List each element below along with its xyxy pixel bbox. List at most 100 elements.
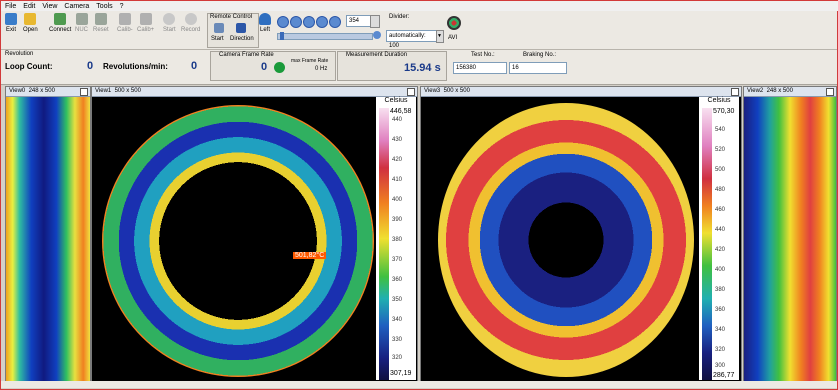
camera-connect-icon [54,13,67,25]
divider-select[interactable]: automatically: 100 [386,30,438,49]
divider-title: Divider: [389,14,410,20]
menu-edit[interactable]: Edit [23,2,36,10]
direction-button[interactable]: Direction [230,36,254,42]
scale1-tick: 440 [392,117,403,123]
frame-number-input[interactable]: 354 [346,15,372,27]
scale3-tick: 340 [715,327,726,333]
frame-spinner[interactable] [370,15,380,28]
next-frame-icon[interactable] [316,16,328,28]
view0-header: View0 248 x 500 [6,87,90,97]
record-button[interactable]: Record [181,13,200,33]
braking-no-input[interactable]: 16 [509,62,567,74]
remote-start-icon [214,23,224,33]
menu-tools[interactable]: Tools [96,2,113,10]
view2-size: 248 x 500 [766,88,793,94]
scale1-tick: 380 [392,237,403,243]
calib-minus-button[interactable]: Calib- [117,13,133,33]
slider-end-icon[interactable] [373,31,381,39]
connect-button[interactable]: Connect [49,13,71,33]
scale1-tick: 350 [392,297,403,303]
scale1-gradient [379,108,389,380]
menu-help[interactable]: ? [119,2,124,10]
scale1-tick: 340 [392,317,403,323]
hotspot-temperature-label: 501,82°C [293,252,327,259]
toolbar: Exit Open Connect NUC Reset Calib- Calib… [1,11,837,50]
play-icon[interactable] [303,16,315,28]
view1-color-scale: Celsius 446,58 440 430 420 410 400 390 3… [376,97,416,380]
menu-camera[interactable]: Camera [64,2,90,10]
last-frame-icon[interactable] [329,16,341,28]
exit-label: Exit [5,27,16,33]
loop-count-value: 0 [87,60,94,72]
maximize-icon[interactable] [407,88,415,96]
open-button[interactable]: Open [23,13,38,33]
measurement-duration-title: Measurement Duration [346,52,408,58]
scale3-tick: 400 [715,267,726,273]
test-no-label: Test No.: [471,52,495,58]
left-button[interactable]: Left [259,13,271,33]
arrow-up-icon [139,13,152,25]
slider-thumb[interactable] [280,32,284,40]
scale3-tick: 520 [715,147,726,153]
left-label: Left [259,27,270,33]
revolutions-label: Revolutions/min: [103,62,168,71]
connect-label: Connect [49,27,72,33]
reset-button[interactable]: Reset [93,13,109,33]
scale3-tick: 500 [715,167,726,173]
exit-icon [5,13,17,25]
calib-plus-button[interactable]: Calib+ [137,13,154,33]
exit-button[interactable]: Exit [5,13,17,33]
brake-disc-thermal-image [102,105,374,377]
scale3-tick: 480 [715,187,726,193]
menu-view[interactable]: View [42,2,58,10]
open-label: Open [23,27,38,33]
max-frame-rate-value: 0 Hz [315,66,328,72]
scale3-max: 570,30 [713,108,735,115]
scale1-tick: 330 [392,337,403,343]
maximize-icon[interactable] [80,88,88,96]
record-label: Record [181,27,201,33]
start-record-button[interactable]: Start [163,13,176,33]
record-start-icon [163,13,176,25]
view1-header: View1 500 x 500 [92,87,417,97]
braking-no-label: Braking No.: [523,52,557,58]
film-reel-icon [447,16,461,30]
scale3-tick: 300 [715,363,726,369]
start-record-label: Start [163,27,176,33]
menu-bar: File Edit View Camera Tools ? [1,1,838,11]
maximize-icon[interactable] [826,88,834,96]
arrow-down-icon [118,13,131,25]
remote-start-button[interactable]: Start [211,36,224,42]
calib-plus-label: Calib+ [137,27,155,33]
frame-rate-group: Camera Frame Rate 0 max Frame Rate 0 Hz [210,51,336,81]
menu-file[interactable]: File [5,2,17,10]
reset-label: Reset [93,27,109,33]
maximize-icon[interactable] [731,88,739,96]
scale1-min: 307,19 [390,370,412,377]
frame-slider[interactable] [277,32,373,40]
thermal-strip-right [744,97,836,381]
scale1-tick: 410 [392,177,403,183]
view0-panel: View0 248 x 500 [5,86,91,382]
prev-frame-icon[interactable] [290,16,302,28]
scale1-unit: Celsius [384,97,408,104]
brake-disc-thermal-image-2 [438,103,694,377]
scale1-tick: 370 [392,257,403,263]
scale1-max: 446,58 [390,108,412,115]
nuc-button[interactable]: NUC [75,13,88,33]
status-led-icon [274,62,285,73]
scale1-tick: 360 [392,277,403,283]
scale3-tick: 460 [715,207,726,213]
scale3-tick: 540 [715,127,726,133]
playback-controls [277,16,341,28]
scale1-tick: 430 [392,137,403,143]
test-no-input[interactable]: 156380 [453,62,507,74]
avi-button[interactable]: AVI [448,35,458,41]
view1-title: View1 [95,88,112,94]
chevron-down-icon[interactable]: ▼ [436,30,444,43]
nuc-label: NUC [75,27,88,33]
calib-minus-label: Calib- [117,27,133,33]
record-icon [184,13,197,25]
direction-icon [236,23,246,33]
first-frame-icon[interactable] [277,16,289,28]
